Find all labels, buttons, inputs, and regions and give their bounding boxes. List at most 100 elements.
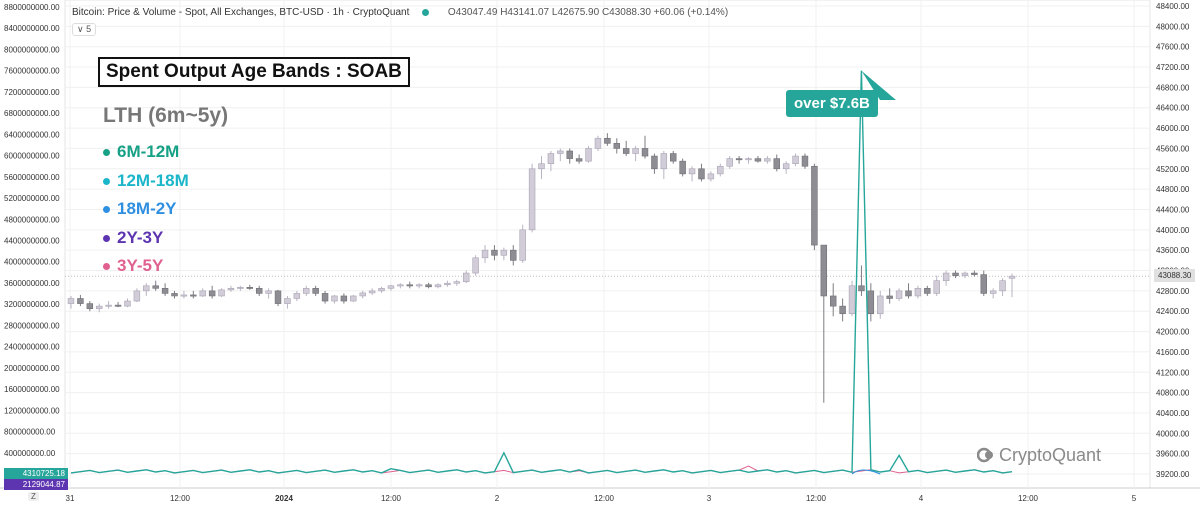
- volume-tick-label: 4800000000.00: [4, 215, 60, 224]
- price-tick-label: 40800.00: [1156, 389, 1190, 398]
- candle-body: [340, 295, 348, 302]
- legend-dot-icon: [103, 263, 110, 271]
- candle-body: [660, 153, 668, 170]
- legend-dot-icon: [103, 234, 110, 242]
- candle-body: [359, 292, 366, 297]
- candle-body: [368, 290, 376, 294]
- zoom-button[interactable]: Z: [28, 492, 39, 501]
- candle-body: [782, 163, 790, 170]
- legend-dot-icon: [103, 177, 110, 185]
- candle-body: [293, 293, 301, 299]
- price-tick-label: 39600.00: [1156, 450, 1190, 459]
- time-tick-label: 5: [1132, 494, 1137, 503]
- candle-body: [745, 158, 752, 161]
- price-tick-label: 44800.00: [1156, 185, 1190, 194]
- candle-body: [707, 173, 715, 180]
- candle-body: [481, 249, 489, 259]
- volume-tick-label: 8000000000.00: [4, 45, 60, 54]
- overlay-subtitle: LTH (6m~5y): [103, 104, 229, 127]
- candle-body: [152, 285, 159, 289]
- legend-item: 2Y-3Y: [103, 224, 189, 253]
- candle-body: [180, 294, 188, 297]
- candle-body: [942, 272, 950, 281]
- candle-body: [350, 295, 357, 302]
- candle-body: [406, 284, 413, 287]
- ohlc-readout: O43047.49 H43141.07 L42675.90 C43088.30 …: [447, 7, 729, 18]
- price-tick-label: 41600.00: [1156, 348, 1190, 357]
- brand-logo: CryptoQuant: [977, 445, 1101, 466]
- candle-body: [227, 288, 235, 291]
- candle-body: [613, 143, 620, 149]
- callout-pointer: [861, 70, 896, 100]
- price-tick-label: 48400.00: [1156, 2, 1190, 11]
- legend-label: 18M-2Y: [117, 199, 177, 218]
- candle-body: [472, 257, 479, 274]
- candle-body: [933, 280, 940, 294]
- candle-body: [848, 285, 856, 315]
- candle-body: [528, 168, 536, 231]
- candle-body: [331, 295, 338, 302]
- candle-body: [961, 272, 969, 276]
- candle-body: [143, 285, 150, 292]
- price-tick-label: 46800.00: [1156, 83, 1190, 92]
- candle-body: [604, 137, 611, 144]
- candle-body: [858, 285, 865, 292]
- volume-tick-label: 1600000000.00: [4, 385, 60, 394]
- legend-dot-icon: [103, 206, 110, 214]
- spike-callout: over $7.6B: [786, 90, 878, 117]
- candle-body: [594, 137, 602, 149]
- candle-body: [726, 158, 733, 167]
- brand-name: CryptoQuant: [999, 445, 1102, 465]
- volume-tick-label: 8800000000.00: [4, 3, 60, 12]
- series-line-lth-spent: [70, 70, 1013, 474]
- candle-body: [397, 284, 404, 287]
- price-tick-label: 46000.00: [1156, 124, 1190, 133]
- price-tick-label: 41200.00: [1156, 368, 1190, 377]
- candle-body: [632, 148, 639, 154]
- candle-body: [96, 305, 103, 309]
- candle-body: [971, 272, 978, 275]
- candle-body: [622, 148, 630, 154]
- price-tick-label: 44000.00: [1156, 226, 1190, 235]
- candle-body: [679, 160, 686, 175]
- collapse-indicators-button[interactable]: ∨ 5: [72, 23, 97, 36]
- price-tick-label: 42000.00: [1156, 328, 1190, 337]
- candle-body: [387, 285, 395, 289]
- price-tick-label: 48000.00: [1156, 22, 1190, 31]
- chart-header: Bitcoin: Price & Volume - Spot, All Exch…: [72, 7, 728, 18]
- candle-body: [265, 290, 272, 294]
- candle-body: [999, 280, 1006, 292]
- candle-body: [444, 282, 451, 286]
- last-price-tag: 43088.30: [1154, 269, 1196, 282]
- legend-item: 12M-18M: [103, 167, 189, 196]
- time-tick-label: 3: [707, 494, 712, 503]
- candle-body: [463, 272, 470, 283]
- candle-body: [378, 288, 385, 292]
- overlay-title: Spent Output Age Bands : SOAB: [98, 57, 410, 87]
- candle-body: [77, 298, 84, 304]
- legend-label: 3Y-5Y: [117, 256, 164, 275]
- candle-body: [905, 290, 912, 297]
- candle-body: [500, 249, 508, 256]
- candle-body: [575, 158, 583, 162]
- candle-body: [839, 305, 846, 315]
- candle-body: [585, 148, 592, 162]
- price-tick-label: 45600.00: [1156, 144, 1190, 153]
- candle-body: [547, 153, 555, 164]
- candle-body: [811, 165, 818, 246]
- time-tick-label: 4: [919, 494, 924, 503]
- candle-body: [989, 290, 997, 294]
- candle-body: [952, 272, 959, 276]
- secondary-value-badge: 2129044.87: [4, 479, 68, 490]
- candle-body: [105, 304, 112, 307]
- candle-body: [491, 249, 498, 256]
- volume-tick-label: 6800000000.00: [4, 109, 60, 118]
- candle-body: [924, 288, 931, 294]
- price-tick-label: 47600.00: [1156, 43, 1190, 52]
- time-tick-label: 12:00: [381, 494, 402, 503]
- candle-body: [773, 158, 780, 170]
- volume-value-badge: 4310725.18: [4, 468, 68, 479]
- time-tick-label: 12:00: [170, 494, 191, 503]
- time-tick-label: 12:00: [1018, 494, 1039, 503]
